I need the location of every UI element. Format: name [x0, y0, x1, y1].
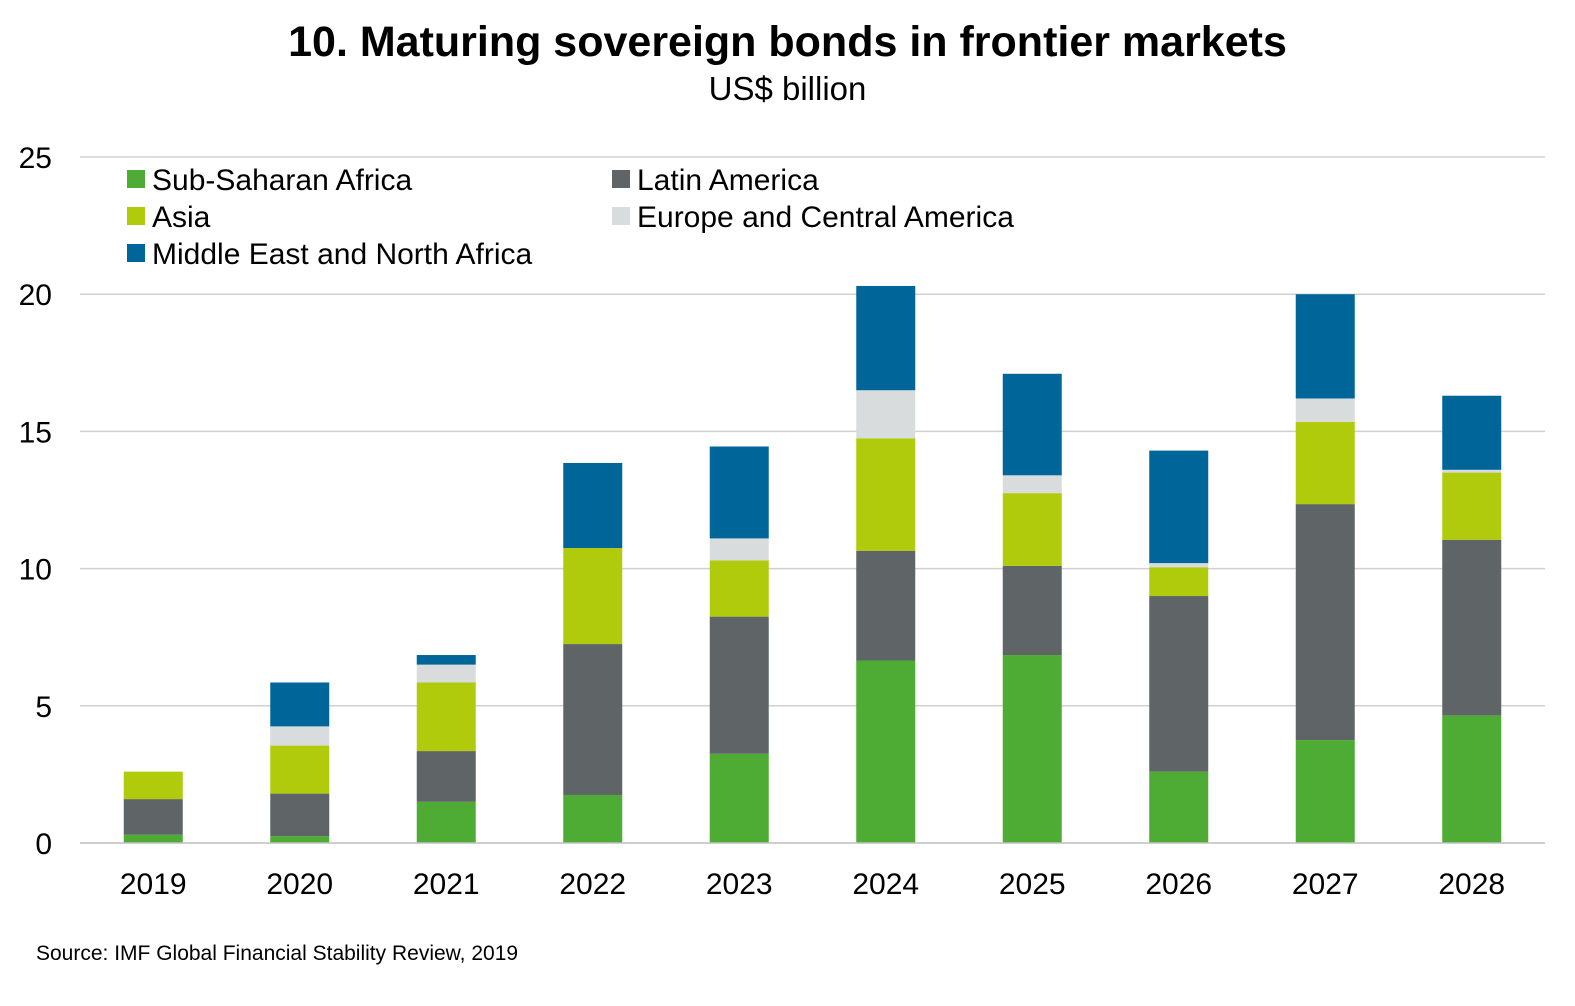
bar-2021-series-2 [416, 682, 476, 752]
bar-2022-series-4 [563, 462, 623, 549]
bar-2023-series-3 [709, 538, 769, 561]
bar-2020-series-0 [270, 836, 330, 843]
chart-subtitle: US$ billion [708, 70, 867, 107]
legend-swatch-0 [127, 170, 145, 188]
bar-2022-series-1 [563, 644, 623, 795]
bar-2028-series-1 [1442, 539, 1502, 716]
y-tick-label-20: 20 [19, 279, 52, 312]
bar-2028-series-3 [1442, 469, 1502, 473]
bar-2023-series-2 [709, 560, 769, 617]
bar-2023-series-0 [709, 753, 769, 843]
bar-2023-series-1 [709, 616, 769, 754]
x-tick-label-2023: 2023 [706, 868, 773, 901]
bar-2021-series-0 [416, 801, 476, 843]
bar-2026-series-1 [1149, 596, 1209, 772]
bar-2027-series-4 [1295, 294, 1355, 399]
bar-2028-series-0 [1442, 715, 1502, 843]
bar-2024-series-1 [856, 550, 916, 661]
bar-2026-series-0 [1149, 771, 1209, 843]
x-tick-label-2027: 2027 [1292, 868, 1359, 901]
bar-2019-series-0 [123, 834, 183, 843]
bar-2025-series-2 [1002, 493, 1062, 566]
bar-2025-series-4 [1002, 373, 1062, 476]
bar-2019-series-2 [123, 771, 183, 800]
x-tick-label-2021: 2021 [413, 868, 480, 901]
bar-2027-series-1 [1295, 504, 1355, 741]
x-tick-label-2028: 2028 [1438, 868, 1505, 901]
bar-2020-series-4 [270, 682, 330, 727]
x-tick-label-2025: 2025 [999, 868, 1066, 901]
bar-2025-series-0 [1002, 655, 1062, 843]
bar-2026-series-4 [1149, 450, 1209, 564]
y-tick-label-25: 25 [19, 142, 52, 175]
x-tick-label-2019: 2019 [120, 868, 187, 901]
legend-label-0: Sub-Saharan Africa [152, 164, 412, 197]
chart-title: 10. Maturing sovereign bonds in frontier… [288, 18, 1287, 66]
bar-2021-series-3 [416, 664, 476, 683]
y-tick-label-15: 15 [19, 416, 52, 449]
bar-2028-series-2 [1442, 472, 1502, 540]
bar-2027-series-0 [1295, 740, 1355, 843]
bar-2020-series-2 [270, 745, 330, 794]
bar-2021-series-4 [416, 655, 476, 665]
y-tick-label-0: 0 [35, 828, 52, 861]
bar-2022-series-0 [563, 794, 623, 843]
bar-2026-series-3 [1149, 563, 1209, 568]
bar-2021-series-1 [416, 751, 476, 802]
bar-2025-series-1 [1002, 565, 1062, 656]
bar-2020-series-3 [270, 726, 330, 746]
legend-label-1: Latin America [637, 164, 819, 197]
bar-2024-series-2 [856, 438, 916, 551]
x-tick-label-2020: 2020 [266, 868, 333, 901]
legend-swatch-1 [612, 170, 630, 188]
bar-2024-series-0 [856, 660, 916, 843]
bar-2022-series-2 [563, 548, 623, 645]
legend-label-4: Middle East and North Africa [152, 238, 533, 271]
y-tick-label-5: 5 [35, 691, 52, 724]
source-note: Source: IMF Global Financial Stability R… [36, 942, 519, 965]
bar-2027-series-2 [1295, 421, 1355, 505]
bar-2024-series-3 [856, 390, 916, 439]
bar-2023-series-4 [709, 446, 769, 539]
x-tick-label-2026: 2026 [1145, 868, 1212, 901]
bars [123, 285, 1502, 843]
legend: Sub-Saharan Africa Latin America Asia Europ… [127, 164, 1014, 271]
x-tick-label-2022: 2022 [559, 868, 626, 901]
bar-2026-series-2 [1149, 567, 1209, 597]
bar-2028-series-4 [1442, 395, 1502, 470]
y-tick-label-10: 10 [19, 554, 52, 587]
legend-swatch-3 [612, 207, 630, 225]
x-tick-label-2024: 2024 [852, 868, 919, 901]
legend-swatch-2 [127, 207, 145, 225]
legend-label-3: Europe and Central America [637, 201, 1014, 234]
bar-2024-series-4 [856, 285, 916, 391]
bar-2019-series-1 [123, 799, 183, 835]
bar-2025-series-3 [1002, 475, 1062, 494]
bar-2027-series-3 [1295, 398, 1355, 422]
legend-swatch-4 [127, 244, 145, 262]
legend-label-2: Asia [152, 201, 211, 234]
bar-2020-series-1 [270, 793, 330, 837]
